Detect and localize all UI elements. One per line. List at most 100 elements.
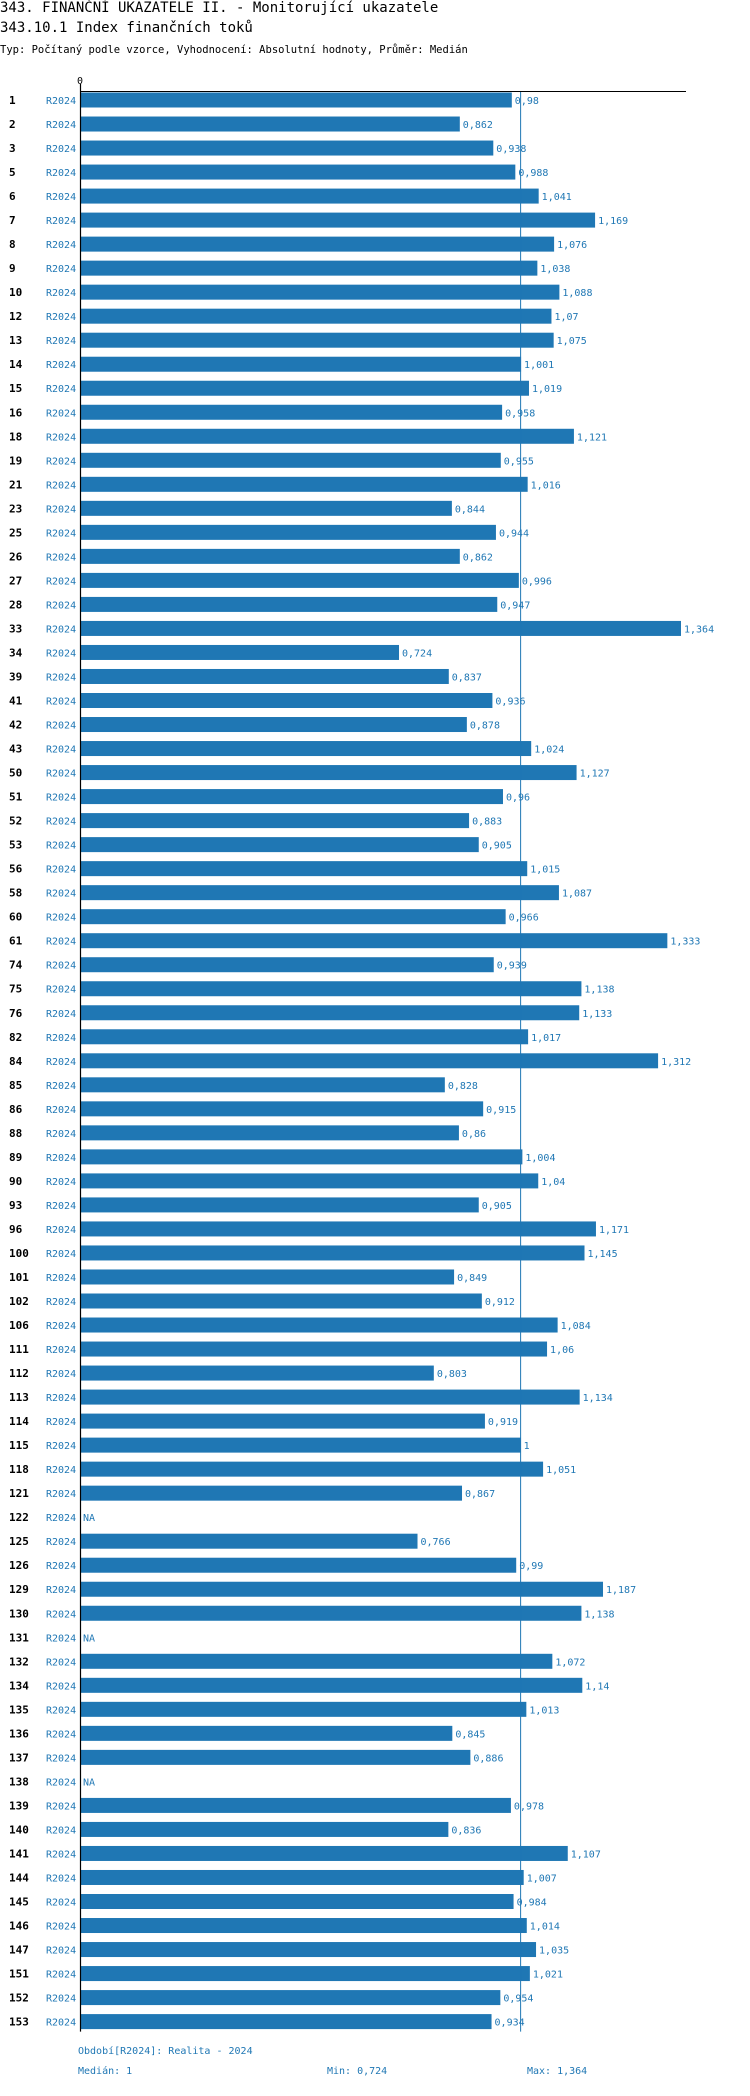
row-id-label: 131 xyxy=(9,1631,29,1644)
row-period-label: R2024 xyxy=(46,1273,76,1284)
bar-value-label: 1,017 xyxy=(531,1033,561,1044)
footer-min: Min: 0,724 xyxy=(327,2066,388,2077)
bar-value-label: 1,138 xyxy=(584,1609,614,1620)
bar-value-label: 1,038 xyxy=(540,264,570,275)
bar-value-label: 1,107 xyxy=(571,1849,601,1860)
row-period-label: R2024 xyxy=(46,456,76,467)
bar xyxy=(80,909,506,925)
row-period-label: R2024 xyxy=(46,1825,76,1836)
row-period-label: R2024 xyxy=(46,1753,76,1764)
bar xyxy=(80,1245,585,1261)
bar-value-label: 1,084 xyxy=(561,1321,591,1332)
row-period-label: R2024 xyxy=(46,889,76,900)
row-id-label: 93 xyxy=(9,1199,22,1212)
row-id-label: 101 xyxy=(9,1271,29,1284)
bar-value-label: 0,845 xyxy=(455,1729,485,1740)
row-period-label: R2024 xyxy=(46,408,76,419)
bar-value-label: 0,984 xyxy=(517,1898,547,1909)
bar xyxy=(80,933,668,949)
bar-value-label: 0,988 xyxy=(518,168,548,179)
bar xyxy=(80,236,555,252)
bar xyxy=(80,668,449,684)
row-id-label: 12 xyxy=(9,310,22,323)
bar-value-label: 0,844 xyxy=(455,504,485,515)
row-period-label: R2024 xyxy=(46,1537,76,1548)
bar xyxy=(80,1821,449,1837)
bar xyxy=(80,1725,453,1741)
bar xyxy=(80,1701,527,1717)
bar-value-label: 1,076 xyxy=(557,240,587,251)
row-id-label: 146 xyxy=(9,1920,29,1933)
bar-value-label: 1,312 xyxy=(661,1057,691,1068)
row-id-label: 129 xyxy=(9,1583,29,1596)
bar xyxy=(80,1966,530,1982)
bar-value-label: 1,133 xyxy=(582,1009,612,1020)
row-period-label: R2024 xyxy=(46,120,76,131)
bar-value-label: 1,014 xyxy=(530,1922,560,1933)
row-id-label: 8 xyxy=(9,238,16,251)
bar xyxy=(80,1990,501,2006)
row-id-label: 153 xyxy=(9,2016,29,2029)
bar-value-label: 0,86 xyxy=(462,1129,486,1140)
bar-value-label: 0,724 xyxy=(402,648,432,659)
row-period-label: R2024 xyxy=(46,721,76,732)
row-period-label: R2024 xyxy=(46,1081,76,1092)
row-id-label: 3 xyxy=(9,142,16,155)
row-id-label: 145 xyxy=(9,1896,29,1909)
bar xyxy=(80,92,512,108)
bar-value-label: 0,939 xyxy=(497,961,527,972)
bar-value-label: 1,004 xyxy=(525,1153,555,1164)
bar xyxy=(80,644,400,660)
bar xyxy=(80,1197,479,1213)
row-id-label: 85 xyxy=(9,1079,22,1092)
row-id-label: 114 xyxy=(9,1415,29,1428)
bar xyxy=(80,1942,537,1958)
row-id-label: 135 xyxy=(9,1703,29,1716)
bar-value-label: 0,912 xyxy=(485,1297,515,1308)
bar-value-label: 1,021 xyxy=(533,1970,563,1981)
bar xyxy=(80,164,516,180)
bar xyxy=(80,260,538,276)
row-period-label: R2024 xyxy=(46,1441,76,1452)
row-id-label: 121 xyxy=(9,1487,29,1500)
row-period-label: R2024 xyxy=(46,600,76,611)
indicator-meta: Typ: Počítaný podle vzorce, Vyhodnocení:… xyxy=(0,44,468,56)
row-id-label: 130 xyxy=(9,1607,29,1620)
row-period-label: R2024 xyxy=(46,1801,76,1812)
bar xyxy=(80,1533,418,1549)
row-period-label: R2024 xyxy=(46,1873,76,1884)
row-id-label: 125 xyxy=(9,1535,29,1548)
bar-value-label: 1,041 xyxy=(542,192,572,203)
row-period-label: R2024 xyxy=(46,1489,76,1500)
bar-value-label: 0,954 xyxy=(503,1994,533,2005)
row-period-label: R2024 xyxy=(46,697,76,708)
row-period-label: R2024 xyxy=(46,552,76,563)
row-id-label: 60 xyxy=(9,911,22,924)
row-id-label: 139 xyxy=(9,1799,29,1812)
row-period-label: R2024 xyxy=(46,1417,76,1428)
row-period-label: R2024 xyxy=(46,1561,76,1572)
row-id-label: 112 xyxy=(9,1367,29,1380)
row-period-label: R2024 xyxy=(46,1898,76,1909)
bar-value-label: 1,013 xyxy=(529,1705,559,1716)
bar xyxy=(80,1365,434,1381)
row-id-label: 33 xyxy=(9,622,22,635)
row-id-label: 14 xyxy=(9,358,23,371)
bar-value-label: 1,14 xyxy=(585,1681,609,1692)
row-period-label: R2024 xyxy=(46,1297,76,1308)
bar-value-label: 0,905 xyxy=(482,1201,512,1212)
bar-value-label: 1,364 xyxy=(684,624,714,635)
bar-value-label: 0,966 xyxy=(509,913,539,924)
row-period-label: R2024 xyxy=(46,96,76,107)
row-id-label: 152 xyxy=(9,1992,29,2005)
bar xyxy=(80,308,552,324)
bar xyxy=(80,332,554,348)
bar xyxy=(80,717,467,733)
row-id-label: 56 xyxy=(9,863,23,876)
row-id-label: 132 xyxy=(9,1655,29,1668)
bar-value-label: NA xyxy=(83,1777,95,1788)
bar xyxy=(80,1173,539,1189)
bar-value-label: 1,127 xyxy=(580,769,610,780)
bar-value-label: 0,996 xyxy=(522,576,552,587)
bar-value-label: 0,919 xyxy=(488,1417,518,1428)
